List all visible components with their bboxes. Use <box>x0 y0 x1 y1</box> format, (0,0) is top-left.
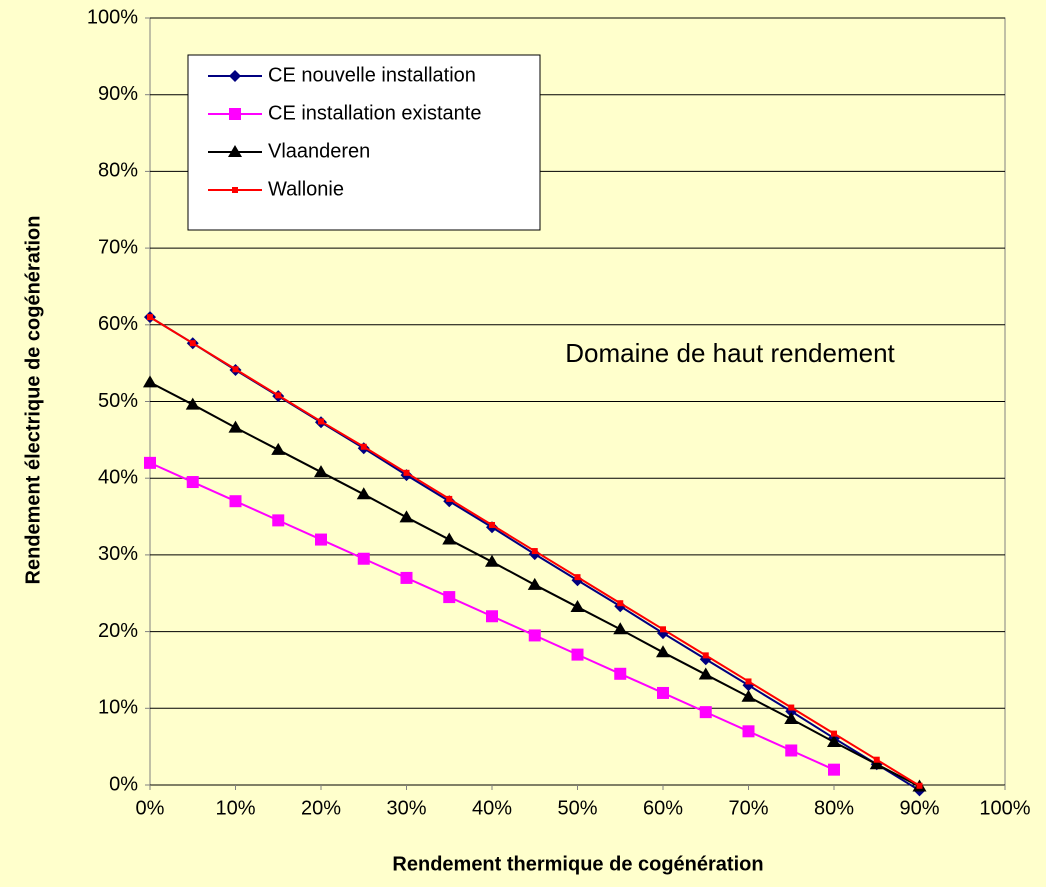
marker <box>229 70 241 82</box>
marker <box>315 533 327 546</box>
marker <box>189 340 196 347</box>
marker <box>360 443 367 450</box>
marker <box>275 392 282 399</box>
marker <box>489 521 495 528</box>
marker <box>232 187 238 193</box>
y-tick-label: 100% <box>87 6 138 28</box>
legend-box <box>187 54 541 231</box>
marker <box>357 552 370 565</box>
marker <box>827 735 841 748</box>
marker <box>527 577 542 590</box>
marker <box>873 756 880 763</box>
marker <box>571 648 584 661</box>
marker <box>741 689 756 702</box>
y-tick-label: 90% <box>98 83 138 105</box>
legend: CE nouvelle installation CE installation … <box>187 54 541 231</box>
marker <box>228 145 242 157</box>
y-tick-label: 80% <box>98 160 138 182</box>
marker <box>272 514 285 527</box>
marker <box>356 487 371 500</box>
y-axis-label: Rendement électrique de cogénération <box>22 216 44 585</box>
x-tick-label: 90% <box>899 797 939 819</box>
marker <box>742 725 755 738</box>
x-tick-label: 40% <box>472 797 512 819</box>
marker <box>869 757 884 770</box>
x-tick-label: 70% <box>728 797 768 819</box>
marker <box>185 397 200 410</box>
marker <box>229 495 242 508</box>
y-tick-label: 40% <box>98 466 138 488</box>
marker <box>443 591 456 604</box>
marker <box>318 418 324 425</box>
y-tick-label: 70% <box>98 236 138 258</box>
x-tick-label: 10% <box>215 797 255 819</box>
marker <box>403 469 410 476</box>
marker <box>485 554 499 567</box>
marker <box>528 629 541 642</box>
y-tick-label: 60% <box>98 313 138 335</box>
x-tick-label: 20% <box>301 797 341 819</box>
marker <box>570 600 585 613</box>
y-tick-label: 10% <box>98 697 138 719</box>
marker <box>400 571 413 584</box>
marker <box>698 667 713 680</box>
marker <box>614 667 627 680</box>
y-tick-label: 50% <box>98 390 138 412</box>
x-tick-label: 80% <box>814 797 854 819</box>
marker <box>147 314 153 321</box>
marker <box>574 574 581 581</box>
legend-label: Vlaanderen <box>268 140 370 162</box>
marker <box>613 622 628 635</box>
x-tick-label: 0% <box>136 797 165 819</box>
legend-label: CE nouvelle installation <box>268 64 476 86</box>
marker <box>745 678 752 685</box>
marker <box>486 610 498 623</box>
x-tick-label: 30% <box>386 797 426 819</box>
marker <box>399 510 414 523</box>
marker <box>229 108 241 120</box>
marker <box>143 375 157 388</box>
marker <box>660 626 666 633</box>
x-axis-label: Rendement thermique de cogénération <box>392 853 763 875</box>
marker <box>186 476 199 489</box>
y-tick-label: 20% <box>98 620 138 642</box>
x-tick-label: 50% <box>557 797 597 819</box>
marker <box>785 744 798 757</box>
marker <box>657 686 669 699</box>
marker <box>656 645 670 658</box>
marker <box>228 420 243 433</box>
x-tick-label: 60% <box>643 797 683 819</box>
marker <box>271 442 286 455</box>
legend-label: Wallonie <box>268 178 344 200</box>
y-tick-label: 0% <box>109 773 138 795</box>
y-tick-label: 30% <box>98 543 138 565</box>
marker <box>446 495 453 502</box>
marker <box>788 704 795 711</box>
marker <box>828 763 840 776</box>
marker <box>144 456 156 469</box>
marker <box>617 600 624 607</box>
x-tick-label: 100% <box>979 797 1030 819</box>
marker <box>699 706 712 719</box>
marker <box>916 782 923 789</box>
marker <box>784 712 799 725</box>
marker <box>531 548 538 555</box>
marker <box>702 652 709 659</box>
marker <box>232 366 239 373</box>
annotation: Domaine de haut rendement <box>565 338 895 368</box>
marker <box>442 532 457 545</box>
legend-label: CE installation existante <box>268 102 481 124</box>
marker <box>314 465 328 478</box>
marker <box>831 730 837 737</box>
